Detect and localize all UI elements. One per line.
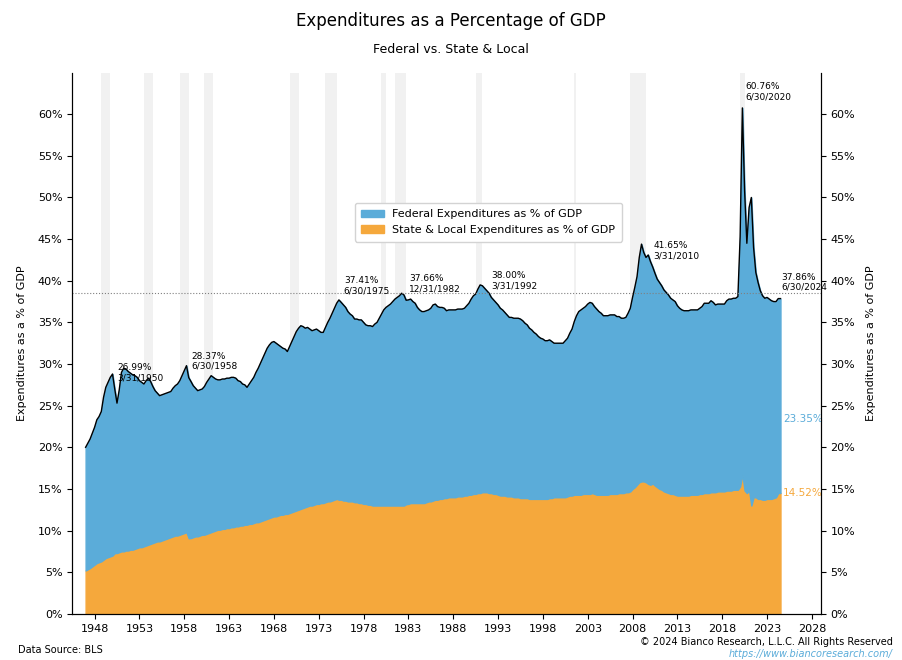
Text: 14.52%: 14.52%: [783, 488, 823, 498]
Text: Expenditures as a Percentage of GDP: Expenditures as a Percentage of GDP: [296, 13, 606, 30]
Bar: [290, 73, 299, 614]
Text: 38.00%
3/31/1992: 38.00% 3/31/1992: [492, 271, 538, 291]
Bar: [630, 73, 646, 614]
Text: 60.76%
6/30/2020: 60.76% 6/30/2020: [745, 82, 791, 101]
Bar: [205, 73, 214, 614]
Text: Federal vs. State & Local: Federal vs. State & Local: [373, 43, 529, 56]
Bar: [326, 73, 336, 614]
Text: 41.65%
3/31/2010: 41.65% 3/31/2010: [653, 241, 699, 260]
Bar: [382, 73, 386, 614]
Bar: [741, 73, 745, 614]
Y-axis label: Expenditures as a % of GDP: Expenditures as a % of GDP: [16, 265, 26, 421]
Bar: [101, 73, 110, 614]
Text: 37.66%
12/31/1982: 37.66% 12/31/1982: [409, 274, 461, 294]
Text: © 2024 Bianco Research, L.L.C. All Rights Reserved: © 2024 Bianco Research, L.L.C. All Right…: [640, 638, 893, 647]
Bar: [395, 73, 406, 614]
Text: 37.86%
6/30/2024: 37.86% 6/30/2024: [781, 273, 827, 292]
Bar: [575, 73, 576, 614]
Text: 28.37%
6/30/1958: 28.37% 6/30/1958: [191, 352, 237, 371]
Text: Data Source: BLS: Data Source: BLS: [18, 645, 103, 655]
Legend: Federal Expenditures as % of GDP, State & Local Expenditures as % of GDP: Federal Expenditures as % of GDP, State …: [354, 203, 622, 242]
Text: 26.99%
3/31/1950: 26.99% 3/31/1950: [117, 363, 163, 382]
Y-axis label: Expenditures as a % of GDP: Expenditures as a % of GDP: [867, 265, 877, 421]
Text: 23.35%: 23.35%: [783, 414, 823, 424]
Bar: [475, 73, 483, 614]
Text: https://www.biancoresearch.com/: https://www.biancoresearch.com/: [729, 649, 893, 659]
Text: 37.41%
6/30/1975: 37.41% 6/30/1975: [344, 277, 390, 296]
Bar: [179, 73, 189, 614]
Bar: [144, 73, 152, 614]
